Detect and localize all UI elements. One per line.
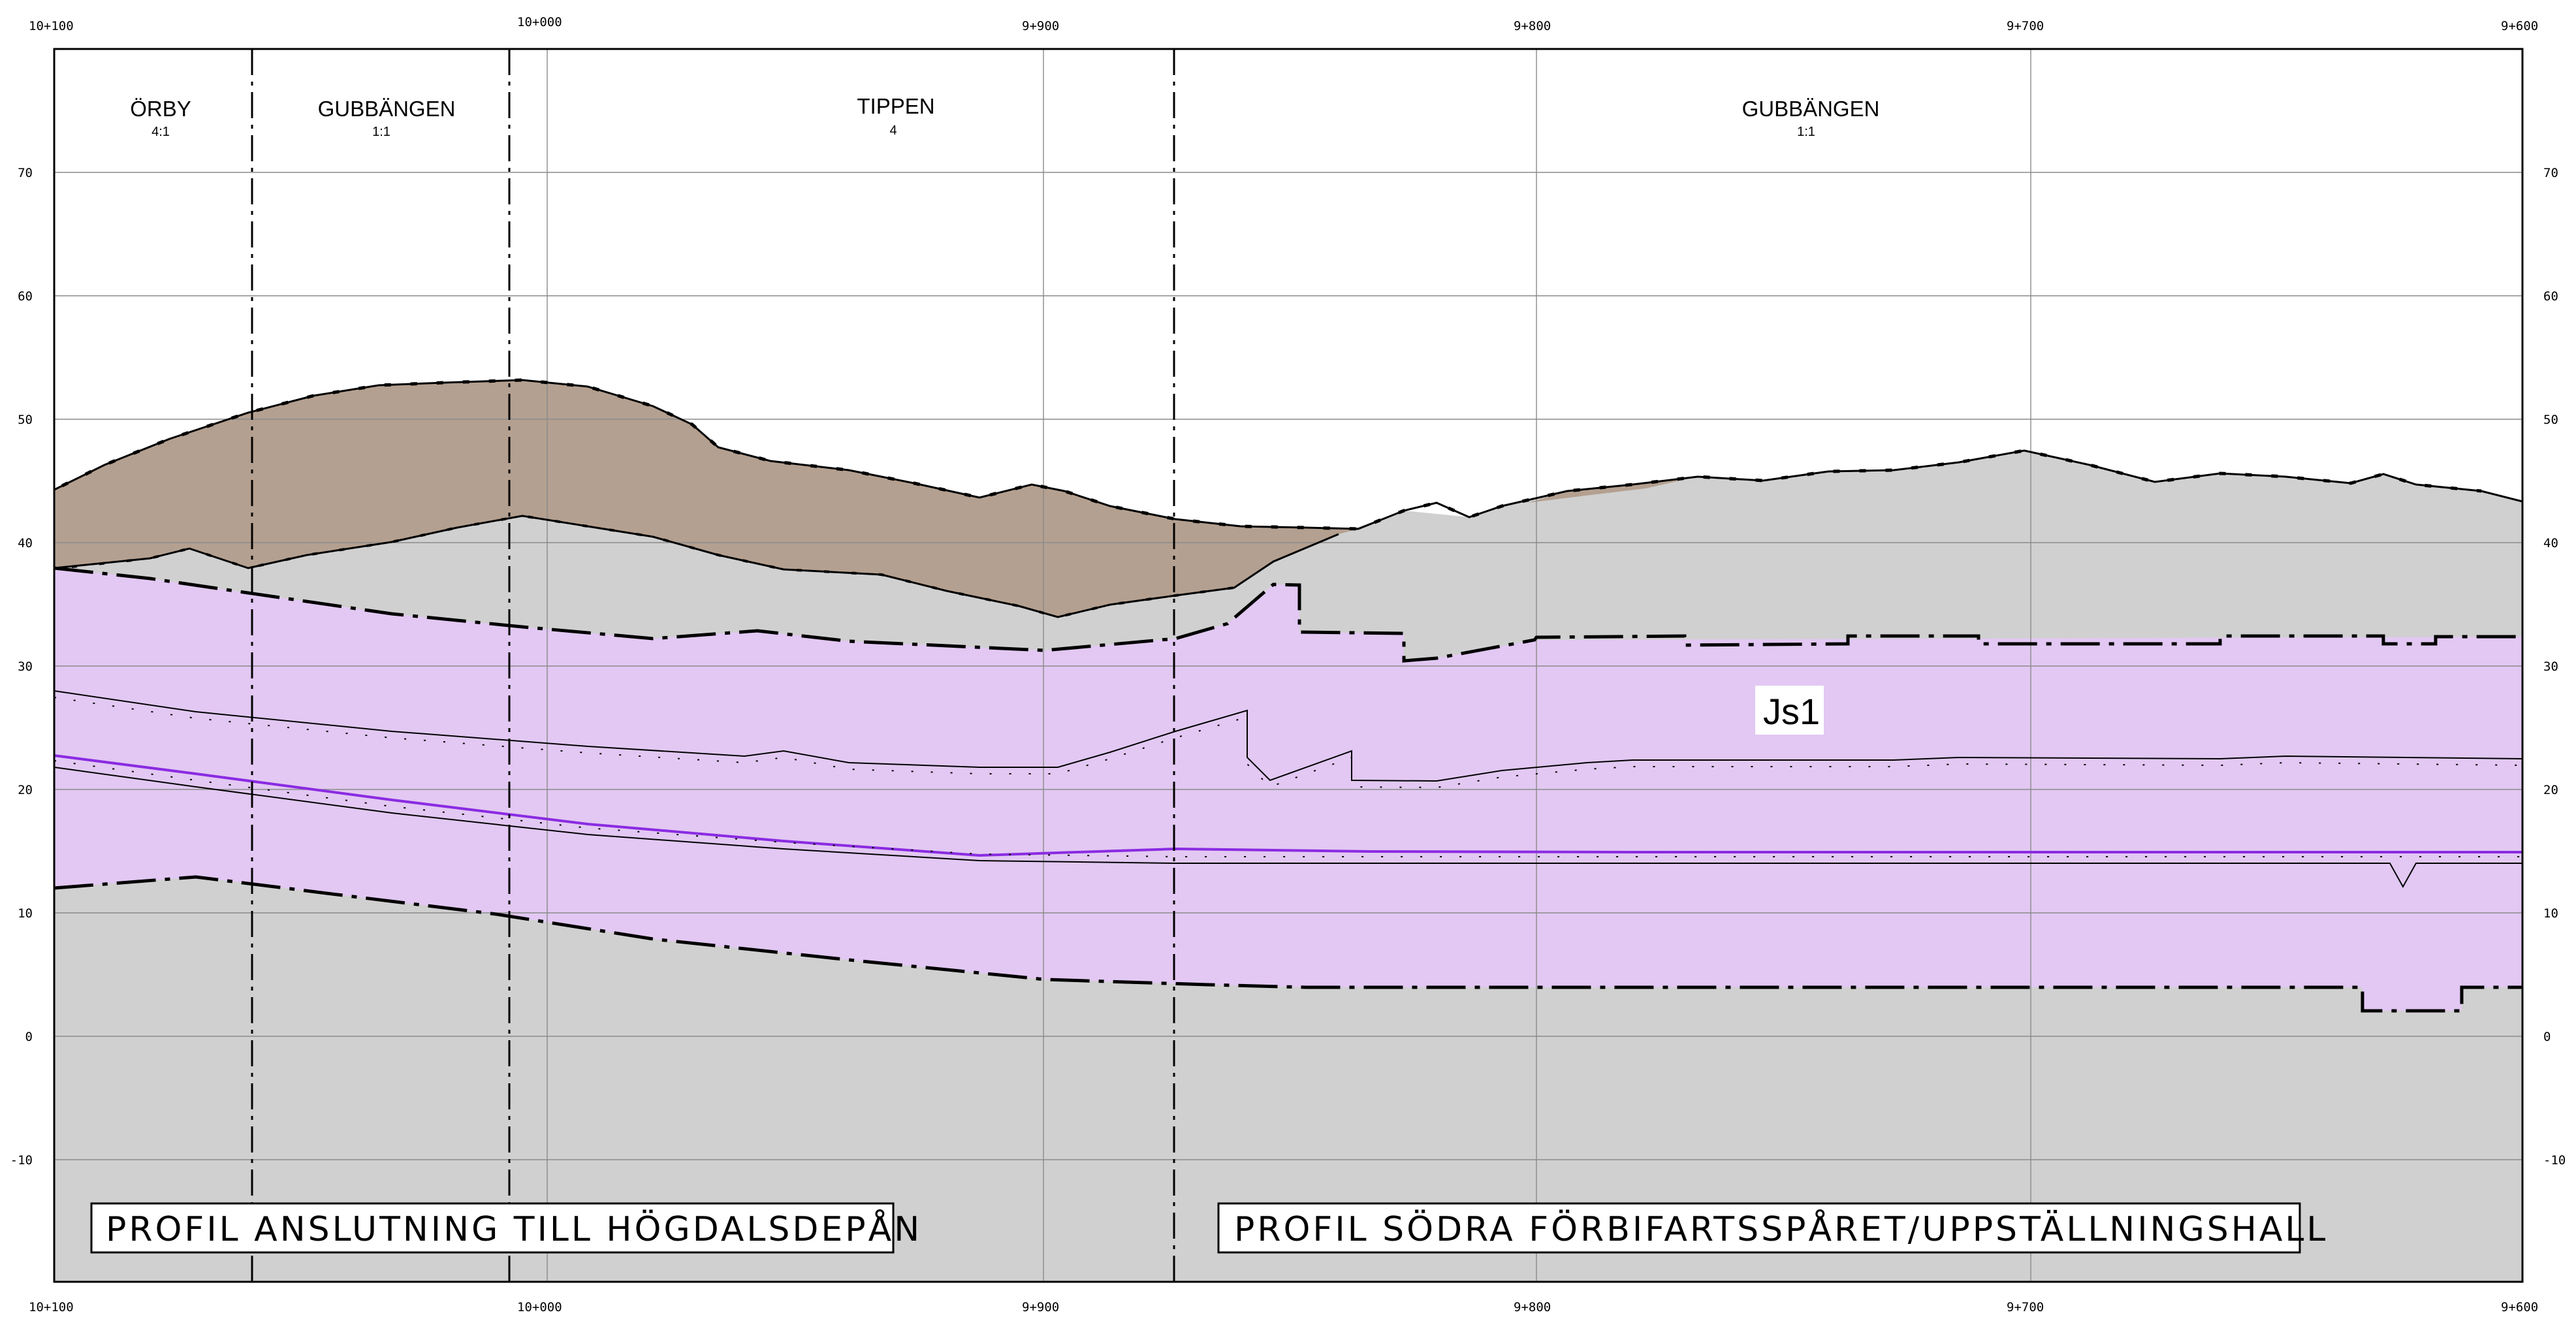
track-alignment-line bbox=[54, 754, 2522, 857]
zone-sub-orby: 4:1 bbox=[151, 125, 170, 139]
y-axis-left-labels: 70 60 50 40 30 20 10 0 -10 bbox=[10, 166, 33, 1168]
tunnel-crown-line bbox=[54, 566, 2522, 663]
y-label-left-70: 70 bbox=[18, 166, 33, 180]
y-label-right-40: 40 bbox=[2543, 536, 2558, 550]
y-label-right-70: 70 bbox=[2543, 166, 2558, 180]
y-label-left-50: 50 bbox=[18, 413, 33, 427]
y-axis-right-labels: 70 60 50 40 30 20 10 0 -10 bbox=[2543, 166, 2566, 1168]
y-label-left-neg10: -10 bbox=[10, 1153, 33, 1168]
x-label-top-4: 9+700 bbox=[2007, 19, 2044, 33]
zone-name-tippen: TIPPEN bbox=[857, 94, 934, 118]
section-boundaries bbox=[251, 49, 1175, 1282]
y-label-right-neg10: -10 bbox=[2543, 1153, 2566, 1168]
tunnel-upper-profile-line bbox=[54, 690, 2523, 782]
y-label-left-60: 60 bbox=[18, 289, 33, 304]
zone-labels: ÖRBY 4:1 GUBBÄNGEN 1:1 TIPPEN 4 GUBBÄNGE… bbox=[130, 94, 1879, 139]
zone-sub-gubbangen-2: 1:1 bbox=[1797, 125, 1815, 139]
x-axis-bottom-labels: 10+100 10+000 9+900 9+800 9+700 9+600 bbox=[29, 1300, 2538, 1314]
fill-soil-area bbox=[54, 380, 1358, 617]
title-box-left bbox=[90, 1202, 895, 1254]
x-label-top-5: 9+600 bbox=[2501, 19, 2538, 33]
tunnel-lower-profile-line bbox=[54, 767, 2522, 889]
x-label-bottom-4: 9+700 bbox=[2007, 1300, 2044, 1314]
y-label-right-60: 60 bbox=[2543, 289, 2558, 304]
x-label-bottom-3: 9+800 bbox=[1514, 1300, 1551, 1314]
y-label-left-0: 0 bbox=[25, 1030, 33, 1044]
x-label-bottom-2: 9+900 bbox=[1022, 1300, 1059, 1314]
y-label-right-10: 10 bbox=[2543, 906, 2558, 921]
title-left: PROFIL ANSLUTNING TILL HÖGDALSDEPÅN bbox=[106, 1209, 922, 1249]
x-label-top-1: 10+000 bbox=[517, 15, 562, 29]
y-label-left-30: 30 bbox=[18, 660, 33, 674]
x-label-bottom-5: 9+600 bbox=[2501, 1300, 2538, 1314]
zone-name-gubbangen-2: GUBBÄNGEN bbox=[1742, 97, 1880, 121]
zone-sub-gubbangen-1: 1:1 bbox=[372, 125, 390, 139]
zone-name-orby: ÖRBY bbox=[130, 97, 191, 121]
y-label-right-30: 30 bbox=[2543, 660, 2558, 674]
soil-label-box bbox=[1755, 686, 1824, 735]
x-label-bottom-1: 10+000 bbox=[517, 1300, 562, 1314]
soil-label-js1: Js1 bbox=[1763, 691, 1820, 732]
y-label-left-20: 20 bbox=[18, 783, 33, 797]
title-right: PROFIL SÖDRA FÖRBIFARTSSPÅRET/UPPSTÄLLNI… bbox=[1234, 1209, 2328, 1249]
x-axis-top-labels: 10+100 10+000 9+900 9+800 9+700 9+600 bbox=[29, 15, 2538, 33]
x-label-top-0: 10+100 bbox=[29, 19, 74, 33]
y-label-right-50: 50 bbox=[2543, 413, 2558, 427]
zone-sub-tippen: 4 bbox=[889, 123, 897, 138]
title-box-right bbox=[1217, 1202, 2301, 1254]
zone-name-gubbangen-1: GUBBÄNGEN bbox=[318, 97, 456, 121]
plot-frame bbox=[53, 48, 2524, 1283]
tunnel-floor-line bbox=[54, 875, 2522, 1013]
y-label-right-20: 20 bbox=[2543, 783, 2558, 797]
y-label-left-40: 40 bbox=[18, 536, 33, 550]
grid-lines bbox=[54, 49, 2522, 1282]
x-label-top-3: 9+800 bbox=[1514, 19, 1551, 33]
x-label-bottom-0: 10+100 bbox=[29, 1300, 74, 1314]
y-label-left-10: 10 bbox=[18, 906, 33, 921]
y-label-right-0: 0 bbox=[2543, 1030, 2551, 1044]
x-label-top-2: 9+900 bbox=[1022, 19, 1059, 33]
